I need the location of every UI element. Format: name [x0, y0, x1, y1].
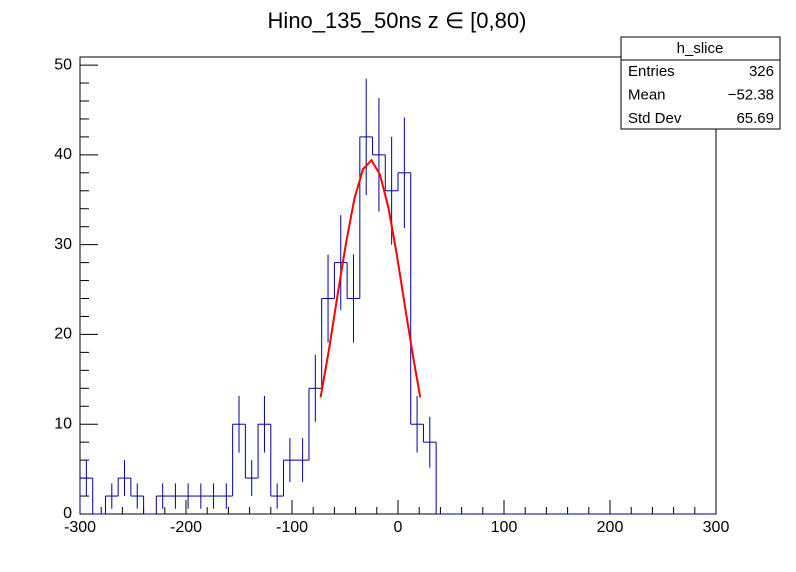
stats-value: 65.69: [736, 110, 774, 127]
x-tick-label: 0: [394, 519, 403, 536]
y-tick-label: 0: [63, 505, 72, 522]
y-tick-label: 40: [54, 146, 72, 163]
stats-box: h_slice Entries 326 Mean −52.38 Std Dev 65.69: [620, 36, 781, 130]
y-tick-label: 10: [54, 415, 72, 432]
stats-value: −52.38: [728, 86, 774, 103]
stats-label: Std Dev: [628, 110, 682, 127]
chart-title: Hino_135_50ns z ∈ [0,80): [268, 8, 527, 33]
x-tick-label: 200: [597, 519, 624, 536]
x-tick-label: -300: [64, 519, 96, 536]
x-tick-label: 100: [491, 519, 518, 536]
stats-value: 326: [749, 63, 774, 80]
y-tick-label: 30: [54, 236, 72, 253]
x-tick-label: -100: [276, 519, 308, 536]
stats-title: h_slice: [677, 40, 724, 57]
stats-frame: [620, 36, 781, 130]
stats-label: Entries: [628, 63, 675, 80]
x-tick-label: 300: [703, 519, 730, 536]
x-tick-label: -200: [170, 519, 202, 536]
y-tick-label: 20: [54, 326, 72, 343]
fit-curve: [319, 158, 422, 398]
stats-label: Mean: [628, 86, 666, 103]
y-tick-label: 50: [54, 56, 72, 73]
